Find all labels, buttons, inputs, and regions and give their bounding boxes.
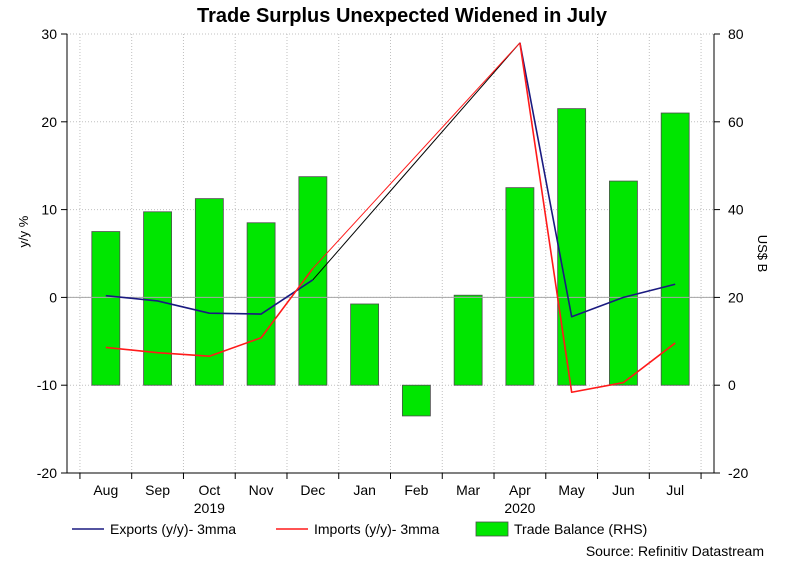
right-tick-label: 0 [728, 377, 736, 393]
lines [105, 42, 676, 394]
legend-label-1: Imports (y/y)- 3mma [314, 521, 439, 537]
left-axis-title: y/y % [16, 215, 31, 247]
x-tick-label-may: May [558, 482, 584, 498]
bar-feb [401, 384, 431, 417]
x-tick-label-oct: Oct [198, 482, 220, 498]
x-tick-label-mar: Mar [456, 482, 480, 498]
connector-dec-apr [312, 42, 521, 281]
year-label-2020: 2020 [504, 500, 535, 516]
x-tick-label-dec: Dec [300, 482, 325, 498]
bar-jul [660, 112, 690, 386]
bar-aug [91, 231, 121, 386]
imports-line [105, 267, 314, 358]
x-tick-label-jan: Jan [353, 482, 376, 498]
right-axis-title: US$ B [755, 235, 770, 273]
source-note: Source: Refinitiv Datastream [586, 543, 764, 559]
exports-line [519, 42, 676, 318]
connector-dec-apr [312, 42, 521, 269]
chart-title: Trade Surplus Unexpected Widened in July [197, 5, 608, 27]
year-label-2019: 2019 [194, 500, 225, 516]
x-tick-label-aug: Aug [93, 482, 118, 498]
right-tick-label: 40 [728, 202, 744, 218]
x-tick-label-apr: Apr [509, 482, 531, 498]
left-tick-label: 0 [49, 289, 57, 305]
right-tick-label: 20 [728, 289, 744, 305]
bar-sep [143, 211, 172, 386]
right-tick-label: -20 [728, 465, 748, 481]
bars [91, 108, 690, 417]
left-tick-label: -20 [37, 465, 57, 481]
bar-dec [298, 176, 328, 386]
x-tick-label-jul: Jul [666, 482, 684, 498]
left-tick-label: 20 [41, 114, 57, 130]
x-tick-label-sep: Sep [145, 482, 170, 498]
bar-nov [246, 222, 276, 386]
axes: -20 -10 0 10 20 30 -20 0 20 40 60 80 Aug Sep Oct Nov Dec… [16, 26, 770, 516]
imports-line [519, 42, 676, 394]
exports-line [105, 279, 314, 315]
bar-mar [453, 294, 483, 386]
x-tick-label-feb: Feb [404, 482, 428, 498]
bar-oct [194, 198, 224, 386]
left-tick-label: 30 [41, 26, 57, 42]
legend: Exports (y/y)- 3mma Imports (y/y)- 3mma Tr… [72, 521, 647, 537]
bar-jan [350, 303, 380, 386]
x-tick-label-jun: Jun [612, 482, 635, 498]
x-tick-label-nov: Nov [249, 482, 274, 498]
bar-jun [609, 180, 638, 386]
legend-label-0: Exports (y/y)- 3mma [110, 521, 236, 537]
legend-swatch-2 [475, 521, 509, 537]
left-tick-label: 10 [41, 202, 57, 218]
left-tick-label: -10 [37, 377, 57, 393]
right-tick-label: 60 [728, 114, 744, 130]
legend-label-2: Trade Balance (RHS) [514, 521, 647, 537]
bar-apr [505, 187, 535, 386]
right-tick-label: 80 [728, 26, 744, 42]
bar-may [557, 108, 587, 386]
gridlines [67, 33, 714, 474]
